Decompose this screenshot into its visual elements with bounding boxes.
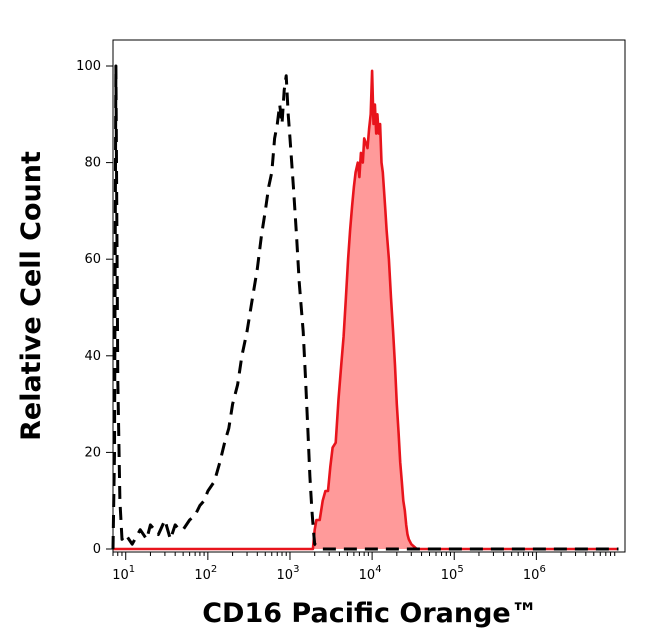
y-axis-title: Relative Cell Count — [16, 151, 47, 441]
y-tick-label-0: 0 — [93, 542, 101, 557]
y-tick-label-40: 40 — [84, 349, 101, 364]
y-tick-label-80: 80 — [84, 156, 101, 171]
x-axis-title: CD16 Pacific Orange™ — [202, 598, 538, 629]
y-tick-label-20: 20 — [84, 445, 101, 460]
series-1-area — [113, 70, 619, 550]
y-tick-label-60: 60 — [84, 252, 101, 267]
series-1-line — [113, 69, 619, 551]
series-layer — [111, 64, 619, 551]
y-tick-label-100: 100 — [76, 59, 101, 74]
plot-frame — [112, 39, 626, 553]
